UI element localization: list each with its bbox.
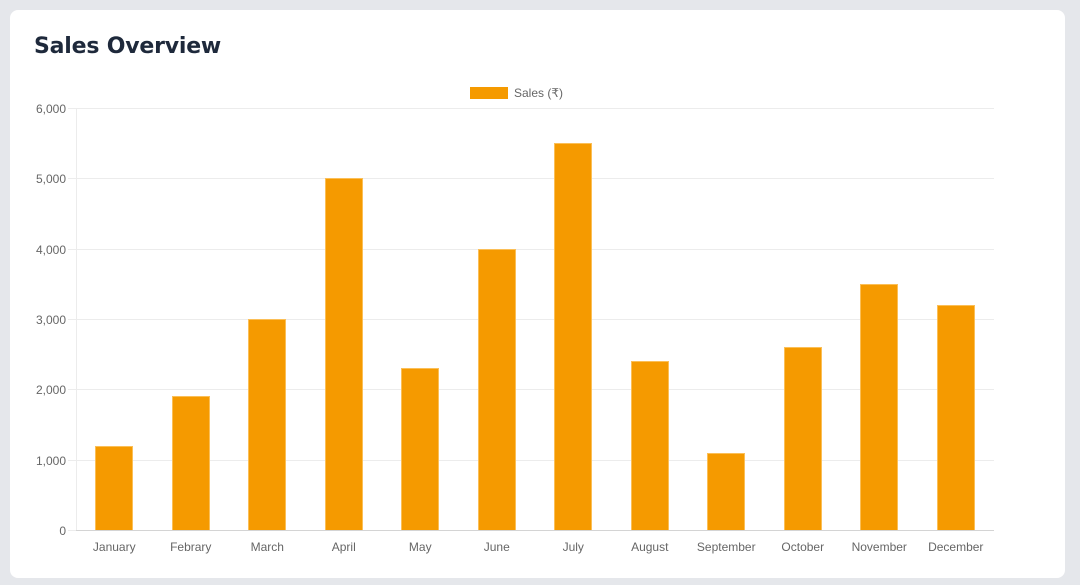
- y-tick-label: 1,000: [35, 453, 66, 468]
- y-tick-mark: [68, 108, 76, 109]
- bar-january[interactable]: [95, 445, 134, 530]
- x-tick-label: Febrary: [170, 540, 212, 554]
- bar-december[interactable]: [936, 304, 975, 530]
- x-tick-label: November: [851, 540, 907, 554]
- y-tick-mark: [68, 319, 76, 320]
- y-tick-label: 6,000: [35, 102, 66, 116]
- y-tick-label: 4,000: [35, 242, 66, 257]
- bar-febrary[interactable]: [171, 396, 210, 530]
- bar-march[interactable]: [248, 319, 287, 530]
- bar-october[interactable]: [783, 347, 822, 530]
- x-tick-label: September: [696, 540, 756, 554]
- y-tick-mark: [68, 389, 76, 391]
- gridline: [76, 319, 994, 320]
- chart-legend[interactable]: Sales (₹): [470, 86, 563, 100]
- y-tick-mark: [68, 178, 76, 180]
- y-tick-label: 0: [59, 524, 66, 538]
- bar-july[interactable]: [554, 143, 593, 530]
- legend-label: Sales (₹): [514, 86, 563, 100]
- bar-april[interactable]: [324, 178, 363, 530]
- bar-chart-plot-area: 0 1,000 2,000 3,000 4,000 5,000 6,000 January Fe…: [36, 102, 994, 554]
- x-tick-label: August: [631, 540, 669, 554]
- x-tick-label: May: [408, 540, 432, 554]
- x-tick-label: March: [250, 540, 284, 554]
- legend-swatch: [470, 87, 508, 99]
- bar-june[interactable]: [477, 248, 516, 530]
- sales-overview-card: Sales Overview Sales (₹) 0 1,000 2,000 3,00…: [10, 10, 1065, 578]
- gridline: [76, 248, 994, 250]
- x-tick-label: June: [483, 540, 510, 554]
- bar-may[interactable]: [401, 368, 440, 530]
- bar-november[interactable]: [860, 283, 899, 530]
- gridline: [76, 459, 994, 461]
- y-tick-mark: [68, 530, 76, 531]
- gridline: [76, 178, 994, 180]
- x-tick-label: July: [562, 540, 584, 554]
- x-tick-label: October: [781, 540, 825, 554]
- bar-august[interactable]: [630, 361, 669, 530]
- card-title: Sales Overview: [34, 34, 222, 59]
- x-axis-line: [76, 530, 994, 531]
- y-tick-mark: [68, 459, 76, 461]
- x-tick-label: December: [928, 540, 984, 554]
- y-tick-label: 5,000: [35, 172, 66, 187]
- y-tick-label: 2,000: [35, 383, 66, 398]
- gridline: [76, 389, 994, 391]
- x-tick-label: January: [92, 540, 136, 554]
- x-tick-label: April: [331, 540, 356, 554]
- y-tick-label: 3,000: [35, 313, 66, 327]
- gridline: [76, 108, 994, 109]
- y-tick-mark: [68, 248, 76, 250]
- bar-september[interactable]: [707, 452, 746, 530]
